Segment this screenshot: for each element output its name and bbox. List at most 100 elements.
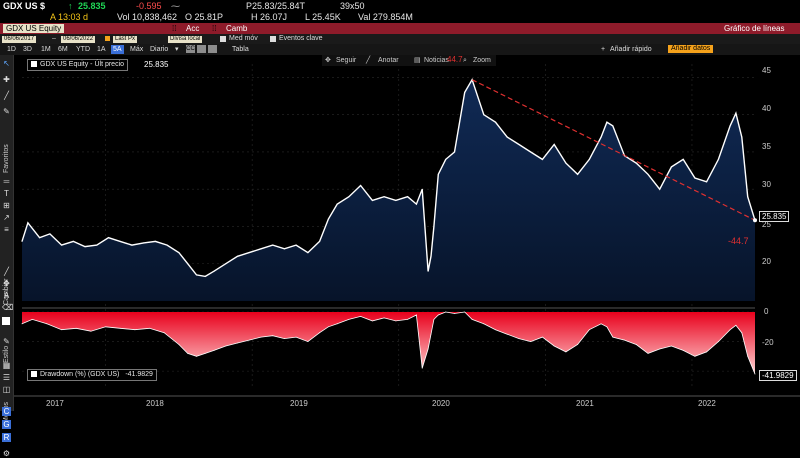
security-field[interactable]: GDX US Equity [3,24,65,33]
price-point [383,196,385,198]
frequency-select[interactable]: Diario [150,46,169,53]
tab-acc[interactable]: Acc [186,24,200,33]
price-point [61,244,63,246]
dd-tick-20: -20 [762,338,774,347]
grid-icon[interactable]: ▦ [2,361,11,370]
layers-icon[interactable]: ◫ [2,385,11,394]
settings-gear-icon[interactable]: ⚙ [2,449,11,458]
trendline[interactable] [471,79,756,221]
price-header: GDX US $ ↑ 25.835 -0.595 ⁓ P25.83/25.84T… [0,0,800,12]
ticker[interactable]: GDX US $ [3,1,46,11]
eraser-icon[interactable]: ⌫ [2,303,14,312]
key-events-toggle[interactable]: Eventos clave [279,35,323,42]
period-ytd[interactable]: YTD [76,46,90,53]
stats-bar: A 13:03 d Vol 10,838,462 O 25.81P H 26.0… [0,12,800,23]
drawdown-point [46,323,48,325]
bar-style-icon[interactable] [208,45,217,53]
news-button[interactable]: Noticias [424,57,449,64]
period-6m[interactable]: 6M [58,46,68,53]
price-point [729,125,731,127]
period-3d[interactable]: 3D [23,46,32,53]
text-icon[interactable]: T [4,189,9,198]
price-point [166,244,168,246]
x-label-2019: 2019 [290,399,308,408]
peak-annotation: 44.7 [447,55,463,64]
add-data-button[interactable]: Añadir datos [668,45,714,53]
price-point [107,237,109,239]
mode-g-icon[interactable]: G [2,420,11,429]
zoom-button[interactable]: Zoom [473,57,491,64]
drawdown-point [694,355,696,357]
period-5a[interactable]: 5A [111,45,124,54]
period-1d[interactable]: 1D [7,46,16,53]
drawdown-point [327,326,329,328]
drawdown-point [187,352,189,354]
tab-camb[interactable]: Camb [226,24,248,33]
checkbox-icon[interactable] [220,36,226,42]
price-point [706,181,708,183]
favorites-label[interactable]: Favoritos [3,144,10,173]
dd-tick-0: 0 [764,307,769,316]
drawdown-point [149,327,150,329]
text-tool-icon[interactable]: A [3,291,10,300]
table-button[interactable]: Tabla [232,46,249,53]
chart-canvas[interactable] [14,55,800,413]
quick-add-plus-icon[interactable]: + [601,46,606,53]
drawdown-point [553,345,555,347]
mode-c-icon[interactable]: C [2,407,11,416]
currency-select[interactable]: Divisa local [168,36,203,43]
crosshair-icon[interactable]: ✚ [3,75,10,84]
color-swatch[interactable] [2,317,10,325]
chart-type-title: Gráfico de líneas [724,24,785,33]
frequency-chevron-icon[interactable]: ▾ [175,46,179,53]
upper-legend[interactable]: GDX US Equity - Últ precio [27,59,129,71]
line-tool-icon[interactable]: ╱ [4,267,9,276]
price-point [565,162,567,164]
measure-icon[interactable]: ⊞ [3,201,10,210]
bid-ask-size: 39x50 [340,1,365,11]
drawdown-point [272,335,274,337]
mode-r-icon[interactable]: R [2,433,11,442]
drawdown-point [421,367,423,369]
checkbox-icon-2[interactable] [270,36,276,42]
period-1a[interactable]: 1A [97,46,106,53]
drawdown-line[interactable] [21,311,756,375]
trendline-icon[interactable]: ╱ [4,91,9,100]
x-label-2022: 2022 [698,399,716,408]
price-point [430,255,432,257]
style-pen-icon[interactable]: ✎ [3,337,10,346]
last-px-select[interactable]: Last Px [113,36,138,43]
annotate-button[interactable]: Anotar [378,57,399,64]
drawdown-point [729,329,731,331]
price-change: -0.595 [136,1,162,11]
start-date[interactable]: 06/06/2017 [2,36,37,43]
left-toolbar: ↖ ✚ ╱ ✎ Favoritos ═ T ⊞ ↗ ≡ Cambiar ╱ ✥ … [0,55,14,458]
price-point [471,79,473,81]
line-style-icon[interactable] [197,45,206,53]
lines-icon[interactable]: ☰ [2,373,11,382]
move-icon[interactable]: ✥ [3,279,10,288]
drawdown-point [395,320,397,322]
price-point [659,188,661,190]
lower-legend[interactable]: Drawdown (%) (GDX US) -41.9829 [27,369,157,381]
hline-icon[interactable]: ═ [3,177,10,186]
acc-icon: ⁞⁞ [172,24,177,33]
pen-icon[interactable]: ✎ [3,107,10,116]
fib-icon[interactable]: ≡ [4,225,9,234]
legend-checkbox-2[interactable] [31,371,37,378]
end-date[interactable]: 06/06/2022 [61,36,96,43]
cursor-icon[interactable]: ↖ [3,59,10,68]
quick-add-button[interactable]: Añadir rápido [610,46,652,53]
price-point [348,196,350,198]
price-point [747,196,749,198]
period-1m[interactable]: 1M [41,46,51,53]
arrow-icon[interactable]: ↗ [3,213,10,222]
x-label-2018: 2018 [146,399,164,408]
follow-button[interactable]: Seguir [336,57,357,64]
period-max[interactable]: Máx [130,46,144,53]
moving-avg-toggle[interactable]: Med móv [229,35,258,42]
price-point [96,244,98,246]
legend-checkbox[interactable] [31,61,37,68]
price-point [464,91,466,93]
compare-icon[interactable]: CC [186,45,195,53]
